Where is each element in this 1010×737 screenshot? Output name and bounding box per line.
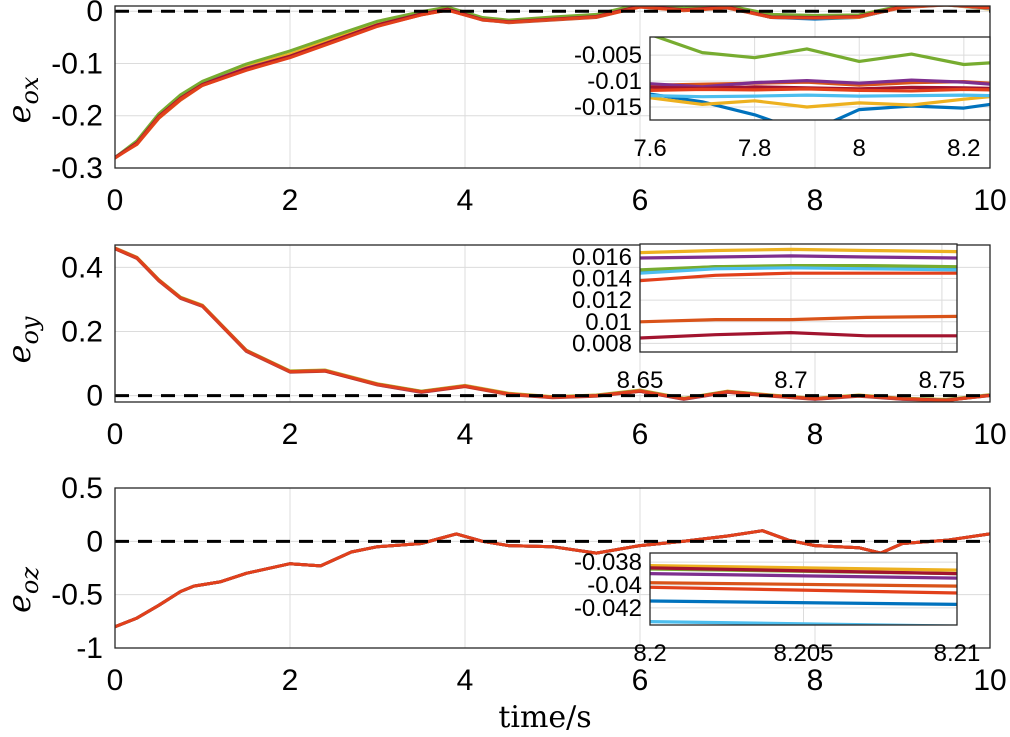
inset-frame (649, 552, 958, 626)
inset-3: 8.2 8.205 8.21 -0.038-0.04-0.042 (574, 549, 980, 667)
x-tick-label: 0 (107, 418, 124, 451)
x-axis-label: time/s (498, 700, 591, 735)
inset-series-line-7 (640, 331, 957, 340)
inset-x-tick-label: 8.21 (934, 640, 981, 667)
x-tick-label: 4 (457, 184, 474, 217)
x-tick-label: 10 (973, 184, 1006, 217)
y-tick-label: -0.2 (51, 100, 103, 133)
y-tick-label: -0.1 (51, 47, 103, 80)
x-tick-label: 6 (632, 184, 649, 217)
plot-frame (114, 244, 991, 403)
inset-series-line-3 (650, 95, 990, 109)
inset-x-tick-label: 7.8 (738, 135, 771, 162)
x-tick-label: 10 (973, 418, 1006, 451)
y-axis-label: eoz (0, 567, 44, 613)
y-tick-label: -0.3 (51, 152, 103, 185)
x-tick-label: 2 (282, 184, 299, 217)
inset-x-tick-label: 8.2 (947, 135, 980, 162)
inset-x-tick-label: 8.205 (773, 640, 833, 667)
inset-series-line-7 (650, 566, 957, 576)
inset-series-line-4 (640, 254, 957, 260)
y-axis-label: eoy (0, 316, 44, 363)
inset-y-tick-label: -0.005 (574, 42, 642, 69)
inset-x-tick-label: 8.75 (919, 367, 966, 394)
x-tick-label: 6 (632, 664, 649, 697)
inset-y-tick-label: -0.04 (587, 572, 642, 599)
inset-y-tick-label: 0.014 (572, 266, 632, 293)
x-tick-label: 0 (107, 184, 124, 217)
inset-y-tick-label: -0.015 (574, 94, 642, 121)
inset-y-tick-label: -0.038 (574, 549, 642, 576)
x-tick-label: 8 (807, 664, 824, 697)
inset-series-line-6 (640, 266, 957, 275)
x-tick-label: 8 (807, 418, 824, 451)
x-tick-label: 6 (632, 418, 649, 451)
y-tick-label: 0.2 (61, 316, 103, 349)
y-tick-label: -0.5 (51, 579, 103, 612)
plot-frame (114, 487, 991, 649)
inset-series-line-8 (650, 585, 957, 595)
x-tick-label: 2 (282, 664, 299, 697)
x-tick-label: 2 (282, 418, 299, 451)
inset-series-line-6 (650, 620, 957, 625)
inset-series-line-5 (640, 264, 957, 272)
series-line-5 (115, 6, 990, 159)
inset-x-tick-label: 8.65 (617, 367, 664, 394)
inset-frame (649, 36, 991, 121)
x-tick-label: 0 (107, 664, 124, 697)
inset-x-tick-label: 7.6 (633, 135, 666, 162)
series-line-8 (115, 529, 990, 629)
inset-y-tick-label: 0.01 (585, 309, 632, 336)
inset-y-tick-label: 0.012 (572, 287, 632, 314)
x-tick-label: 4 (457, 664, 474, 697)
inset-x-tick-label: 8.2 (633, 640, 666, 667)
y-tick-label: 0 (86, 525, 103, 558)
inset-series-line-8 (650, 87, 990, 93)
x-tick-label: 4 (457, 418, 474, 451)
inset-y-tick-label: 0.016 (572, 244, 632, 271)
inset-series-line-6 (650, 93, 990, 99)
inset-series-line-4 (650, 78, 990, 89)
inset-1: 7.6 7.8 8 8.2 -0.005-0.01-0.015 (574, 36, 991, 162)
inset-series-line-3 (650, 564, 957, 572)
inset-series-line-2 (640, 314, 957, 324)
inset-series-line-3 (640, 247, 957, 255)
inset-y-tick-label: 0.008 (572, 330, 632, 357)
inset-series-line-4 (650, 572, 957, 580)
inset-y-tick-label: -0.01 (587, 68, 642, 95)
inset-y-tick-label: -0.042 (574, 595, 642, 622)
inset-series-line-1 (650, 599, 957, 606)
inset-frame (639, 243, 958, 353)
inset-series-line-5 (652, 37, 990, 67)
inset-series-line-2 (650, 581, 957, 588)
inset-x-tick-label: 8 (853, 135, 866, 162)
x-tick-label: 8 (807, 184, 824, 217)
y-tick-label: 0 (86, 0, 103, 28)
inset-series-line-8 (640, 271, 957, 283)
y-tick-label: 0.4 (61, 251, 103, 284)
series-line-8 (115, 6, 990, 160)
y-tick-label: 0.5 (61, 472, 103, 505)
y-tick-label: 0 (86, 380, 103, 413)
y-tick-label: -1 (76, 632, 103, 665)
y-axis-label: eox (0, 76, 44, 123)
series-line-8 (115, 246, 990, 402)
inset-x-tick-label: 8.7 (774, 367, 807, 394)
x-tick-label: 10 (973, 664, 1006, 697)
